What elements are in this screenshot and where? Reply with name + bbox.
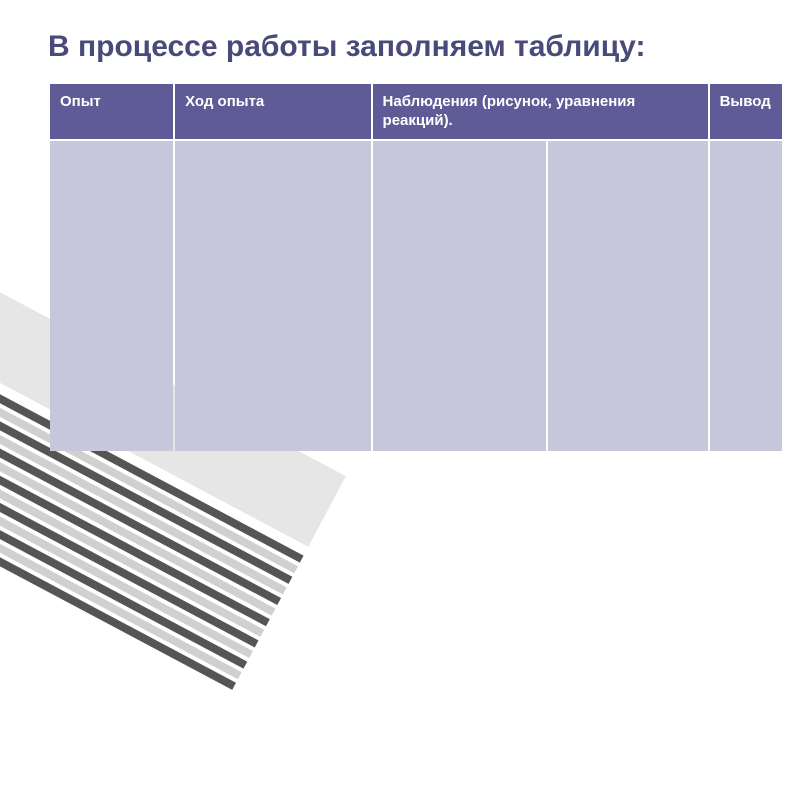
th-hod: Ход опыта bbox=[175, 84, 370, 139]
cell-nabl-b bbox=[548, 141, 707, 451]
experiment-table: Опыт Ход опыта Наблюдения (рисунок, урав… bbox=[48, 82, 784, 453]
page-title: В процессе работы заполняем таблицу: bbox=[0, 0, 800, 82]
table-header-row: Опыт Ход опыта Наблюдения (рисунок, урав… bbox=[50, 84, 782, 139]
th-nabl: Наблюдения (рисунок, уравнения реакций). bbox=[373, 84, 708, 139]
cell-nabl-a bbox=[373, 141, 547, 451]
cell-opyt bbox=[50, 141, 173, 451]
th-vyvod: Вывод bbox=[710, 84, 782, 139]
table-container: Опыт Ход опыта Наблюдения (рисунок, урав… bbox=[0, 82, 800, 453]
cell-vyvod bbox=[710, 141, 782, 451]
cell-hod bbox=[175, 141, 370, 451]
th-opyt: Опыт bbox=[50, 84, 173, 139]
table-row bbox=[50, 141, 782, 451]
